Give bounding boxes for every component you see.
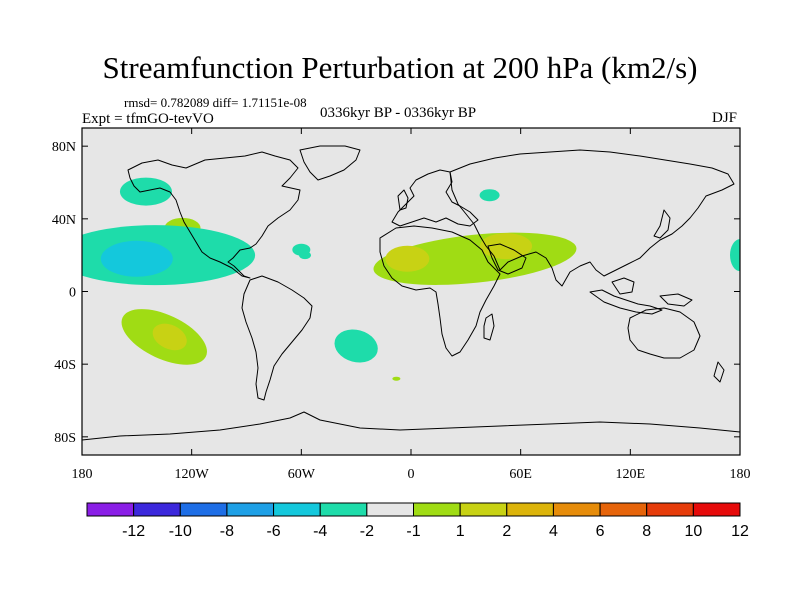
coast-arabia	[487, 243, 527, 275]
coast-south-america	[241, 275, 313, 401]
colorbar	[86, 502, 741, 517]
colorbar-label: 2	[502, 523, 511, 540]
coast-britain	[397, 189, 409, 211]
coast-new-zealand	[713, 361, 725, 383]
colorbar-cell	[226, 502, 275, 517]
colorbar-label: -12	[122, 523, 145, 540]
x-label-180e: 180	[730, 467, 751, 482]
anomaly-south-atlantic-small-positive	[392, 376, 401, 381]
coast-asia	[449, 149, 735, 287]
colorbar-cell	[366, 502, 415, 517]
colorbar-cell	[413, 502, 461, 517]
colorbar-cell	[506, 502, 554, 517]
y-axis-labels: 80N 40N 0 40S 80S	[52, 140, 76, 446]
colorbar-label: 8	[642, 523, 651, 540]
colorbar-label: -1	[406, 523, 420, 540]
coast-greenland	[299, 145, 361, 181]
anomaly-south-pacific-positive-core	[152, 323, 187, 351]
colorbar-label: 4	[549, 523, 558, 540]
colorbar-label: -8	[220, 523, 234, 540]
season-label: DJF	[712, 110, 738, 126]
colorbar-cell	[692, 502, 741, 517]
colorbar-cell	[319, 502, 368, 517]
colorbar-cell	[86, 502, 135, 517]
x-label-180w: 180	[72, 467, 93, 482]
colorbar-label: 10	[684, 523, 702, 540]
colorbar-label: -6	[266, 523, 280, 540]
y-label-40n: 40N	[52, 213, 76, 228]
anomaly-central-asia-negative	[479, 189, 500, 202]
y-label-80n: 80N	[52, 140, 76, 155]
anomaly-contours	[82, 177, 740, 381]
colorbar-cell	[273, 502, 321, 517]
y-label-0: 0	[69, 286, 76, 301]
experiment-label: Expt = tfmGO-tevVO	[82, 111, 214, 127]
colorbar-cell	[179, 502, 228, 517]
coast-japan	[653, 209, 671, 239]
colorbar-label: -10	[169, 523, 192, 540]
anomaly-pacific-east-edge-negative	[730, 239, 740, 272]
x-label-0: 0	[408, 467, 415, 482]
coast-new-guinea	[659, 293, 693, 307]
coast-australia	[627, 307, 701, 359]
colorbar-cell	[599, 502, 648, 517]
colorbar-label: -2	[360, 523, 374, 540]
anomaly-caribbean-small-negative	[298, 251, 311, 260]
colorbar-cell	[552, 502, 601, 517]
coast-europe	[391, 169, 479, 227]
x-label-120w: 120W	[175, 467, 210, 482]
anomaly-east-pacific-negative-core	[100, 240, 173, 277]
x-label-60w: 60W	[288, 467, 316, 482]
coast-borneo	[611, 277, 635, 295]
y-label-80s: 80S	[54, 431, 76, 446]
anomaly-south-atlantic-negative	[334, 329, 378, 363]
axis-ticks	[81, 128, 741, 455]
colorbar-labels: -12 -10 -8 -6 -4 -2 -1 1 2 4 6 8 10 12	[122, 523, 749, 540]
x-label-60e: 60E	[509, 467, 532, 482]
colorbar-cell	[133, 502, 181, 517]
anomaly-sahara-positive-core	[385, 245, 430, 272]
coast-indonesia	[589, 289, 663, 315]
stats-line: rmsd= 0.782089 diff= 1.71151e-08	[124, 95, 307, 110]
colorbar-label: 6	[596, 523, 605, 540]
colorbar-cell	[646, 502, 694, 517]
map-background	[82, 128, 740, 455]
period-label: 0336kyr BP - 0336kyr BP	[320, 105, 477, 121]
coast-madagascar	[483, 313, 495, 341]
coastlines	[82, 145, 740, 441]
colorbar-label: 12	[731, 523, 749, 540]
y-label-40s: 40S	[54, 358, 76, 373]
colorbar-label: 1	[456, 523, 465, 540]
colorbar-label: -4	[313, 523, 327, 540]
anomaly-north-pacific-negative	[119, 177, 172, 206]
coast-africa	[379, 225, 501, 357]
coast-antarctica	[82, 411, 740, 441]
page-title: Streamfunction Perturbation at 200 hPa (…	[102, 50, 698, 85]
colorbar-cell	[459, 502, 508, 517]
x-label-120e: 120E	[616, 467, 646, 482]
coast-north-america	[127, 151, 301, 279]
x-axis-labels: 180 120W 60W 0 60E 120E 180	[72, 467, 751, 482]
